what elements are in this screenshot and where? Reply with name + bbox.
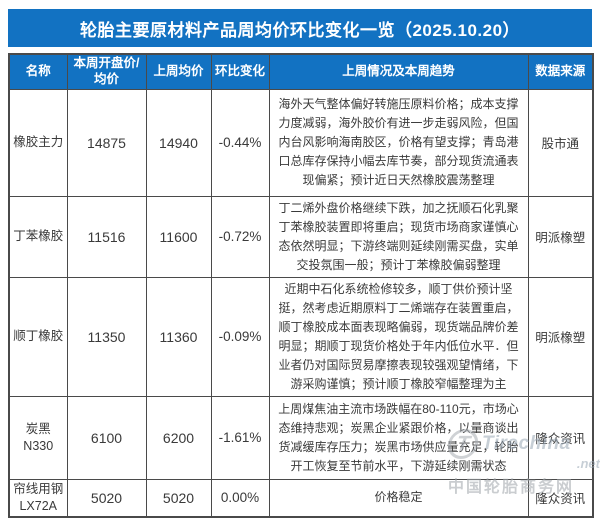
open-price: 5020 (66, 478, 147, 518)
data-source: 明派橡塑 (527, 276, 594, 397)
trend-text: 丁二烯外盘价格继续下跌，加之抚顺石化乳聚丁苯橡胶装置即将重启；现货市场商家谨慎心… (268, 195, 529, 278)
col-header-open-price: 本周开盘价/均价 (66, 53, 147, 90)
material-name: 顺丁橡胶 (8, 276, 68, 397)
last-week-avg: 11600 (145, 195, 212, 278)
change-percent: -0.44% (210, 88, 270, 197)
open-price: 6100 (66, 395, 147, 480)
trend-text: 近期中石化系统检修较多，顺丁供价预计坚挺，然考虑近期原料丁二烯端存在装置重启，顺… (268, 276, 529, 397)
table-row-carbon-black: 炭黑N330 6100 6200 -1.61% 上周煤焦油主流市场跌幅在80-1… (8, 395, 594, 480)
change-percent: 0.00% (210, 478, 270, 518)
material-name: 丁苯橡胶 (8, 195, 68, 278)
weekly-price-report: 轮胎主要原材料产品周均价环比变化一览（2025.10.20） 名称 本周开盘价/… (8, 9, 594, 518)
table-header-row: 名称 本周开盘价/均价 上周均价 环比变化 上周情况及本周趋势 数据来源 (8, 53, 594, 90)
change-percent: -1.61% (210, 395, 270, 480)
table-row-sbr: 丁苯橡胶 11516 11600 -0.72% 丁二烯外盘价格继续下跌，加之抚顺… (8, 195, 594, 278)
price-table: 名称 本周开盘价/均价 上周均价 环比变化 上周情况及本周趋势 数据来源 橡胶主… (8, 53, 594, 518)
open-price: 11516 (66, 195, 147, 278)
col-header-source: 数据来源 (527, 53, 594, 90)
last-week-avg: 6200 (145, 395, 212, 480)
table-row-cord-steel: 帘线用钢 LX72A 5020 5020 0.00% 价格稳定 隆众资讯 (8, 478, 594, 518)
last-week-avg: 5020 (145, 478, 212, 518)
change-percent: -0.72% (210, 195, 270, 278)
col-header-change: 环比变化 (210, 53, 270, 90)
last-week-avg: 11360 (145, 276, 212, 397)
col-header-trend: 上周情况及本周趋势 (268, 53, 529, 90)
open-price: 14875 (66, 88, 147, 197)
last-week-avg: 14940 (145, 88, 212, 197)
data-source: 股市通 (527, 88, 594, 197)
trend-text: 上周煤焦油主流市场跌幅在80-110元，市场心态维持悲观；炭黑企业紧跟价格，以量… (268, 395, 529, 480)
change-percent: -0.09% (210, 276, 270, 397)
material-name: 帘线用钢 LX72A (8, 478, 68, 518)
col-header-last-week-avg: 上周均价 (145, 53, 212, 90)
page-title: 轮胎主要原材料产品周均价环比变化一览（2025.10.20） (8, 9, 592, 47)
trend-text: 价格稳定 (268, 478, 529, 518)
data-source: 隆众资讯 (527, 395, 594, 480)
data-source: 隆众资讯 (527, 478, 594, 518)
data-source: 明派橡塑 (527, 195, 594, 278)
material-name: 橡胶主力 (8, 88, 68, 197)
table-row-rubber-main: 橡胶主力 14875 14940 -0.44% 海外天气整体偏好转施压原料价格；… (8, 88, 594, 197)
col-header-name: 名称 (8, 53, 68, 90)
table-row-br: 顺丁橡胶 11350 11360 -0.09% 近期中石化系统检修较多，顺丁供价… (8, 276, 594, 397)
trend-text: 海外天气整体偏好转施压原料价格；成本支撑力度减弱，海外胶价有进一步走弱风险，但国… (268, 88, 529, 197)
open-price: 11350 (66, 276, 147, 397)
material-name: 炭黑N330 (8, 395, 68, 480)
